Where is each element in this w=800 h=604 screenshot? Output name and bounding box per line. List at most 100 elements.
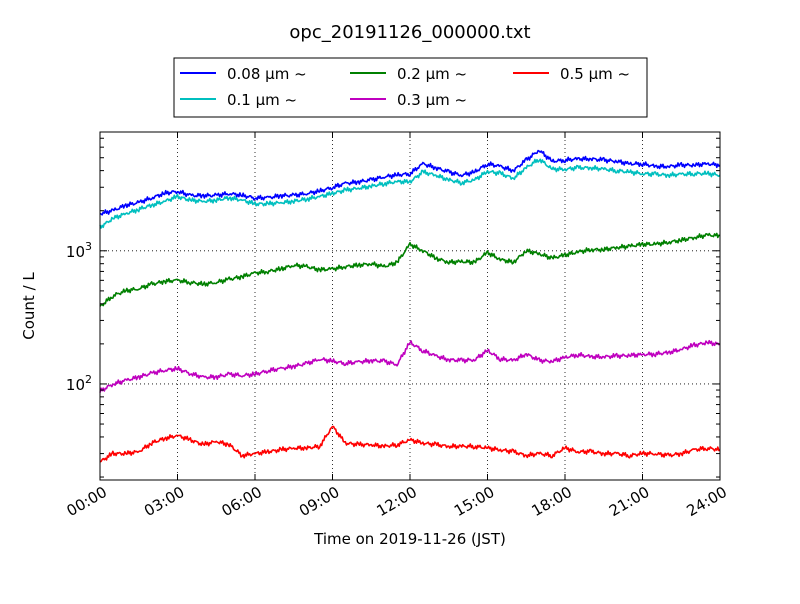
- data-point: [603, 453, 605, 455]
- data-point: [461, 182, 463, 184]
- data-point: [190, 199, 192, 201]
- data-point: [358, 444, 360, 446]
- data-point: [474, 179, 476, 181]
- data-point: [215, 441, 217, 443]
- data-point: [177, 190, 179, 192]
- data-point: [668, 166, 670, 168]
- data-point: [383, 446, 385, 448]
- data-point: [164, 438, 166, 440]
- data-point: [241, 195, 243, 197]
- data-point: [203, 284, 205, 286]
- data-point: [435, 167, 437, 169]
- data-point: [228, 444, 230, 446]
- chart-title: opc_20191126_000000.txt: [289, 22, 530, 43]
- series-lines: [99, 149, 721, 463]
- data-point: [215, 376, 217, 378]
- x-tick-label: 06:00: [219, 483, 265, 520]
- data-point: [151, 284, 153, 286]
- data-point: [332, 360, 334, 362]
- data-point: [525, 167, 527, 169]
- data-point: [383, 360, 385, 362]
- data-point: [293, 264, 295, 266]
- data-point: [138, 208, 140, 210]
- data-point: [409, 181, 411, 183]
- data-point: [680, 453, 682, 455]
- data-point: [151, 373, 153, 375]
- data-point: [435, 444, 437, 446]
- data-point: [564, 357, 566, 359]
- data-point: [513, 178, 515, 180]
- data-point: [280, 368, 282, 370]
- data-point: [112, 453, 114, 455]
- data-point: [551, 160, 553, 162]
- data-point: [396, 261, 398, 263]
- legend-label: 0.1 μm ~: [227, 91, 297, 109]
- data-point: [693, 164, 695, 166]
- data-point: [215, 281, 217, 283]
- data-point: [680, 164, 682, 166]
- data-point: [358, 187, 360, 189]
- data-point: [254, 453, 256, 455]
- data-point: [396, 444, 398, 446]
- data-point: [474, 359, 476, 361]
- data-point: [422, 163, 424, 165]
- data-point: [358, 361, 360, 363]
- series-line: [99, 339, 721, 393]
- series: [99, 425, 721, 463]
- data-point: [590, 158, 592, 160]
- data-point: [668, 174, 670, 176]
- data-point: [616, 247, 618, 249]
- data-point: [448, 359, 450, 361]
- data-point: [164, 193, 166, 195]
- legend-item: 0.1 μm ~: [180, 91, 297, 109]
- data-point: [228, 374, 230, 376]
- data-point: [422, 442, 424, 444]
- data-point: [112, 210, 114, 212]
- data-point: [551, 168, 553, 170]
- data-point: [190, 195, 192, 197]
- x-tick-label: 24:00: [684, 483, 730, 520]
- data-point: [668, 241, 670, 243]
- data-point: [190, 281, 192, 283]
- y-axis-label: Count / L: [20, 272, 38, 340]
- data-point: [538, 158, 540, 160]
- data-point: [383, 266, 385, 268]
- data-point: [177, 280, 179, 282]
- data-point: [241, 455, 243, 457]
- data-point: [138, 288, 140, 290]
- data-point: [668, 352, 670, 354]
- data-point: [577, 167, 579, 169]
- data-point: [254, 203, 256, 205]
- data-point: [642, 453, 644, 455]
- data-point: [487, 350, 489, 352]
- data-point: [164, 201, 166, 203]
- data-point: [564, 168, 566, 170]
- data-point: [332, 426, 334, 428]
- x-tick-label: 03:00: [141, 483, 187, 520]
- data-point: [280, 202, 282, 204]
- data-point: [435, 257, 437, 259]
- data-point: [293, 365, 295, 367]
- data-point: [164, 281, 166, 283]
- data-point: [435, 355, 437, 357]
- data-point: [629, 355, 631, 357]
- data-point: [138, 451, 140, 453]
- y-tick-labels: 102 103: [66, 240, 92, 394]
- data-point: [629, 246, 631, 248]
- legend-label: 0.5 μm ~: [560, 65, 630, 83]
- data-point: [345, 442, 347, 444]
- legend-item: 0.5 μm ~: [513, 65, 630, 83]
- data-point: [215, 199, 217, 201]
- data-point: [538, 253, 540, 255]
- data-point: [409, 173, 411, 175]
- data-point: [474, 446, 476, 448]
- data-point: [448, 261, 450, 263]
- data-point: [370, 186, 372, 188]
- data-point: [280, 268, 282, 270]
- data-point: [215, 195, 217, 197]
- series-line: [99, 425, 721, 463]
- y-tick-label: 102: [66, 373, 92, 394]
- data-point: [577, 251, 579, 253]
- data-point: [590, 451, 592, 453]
